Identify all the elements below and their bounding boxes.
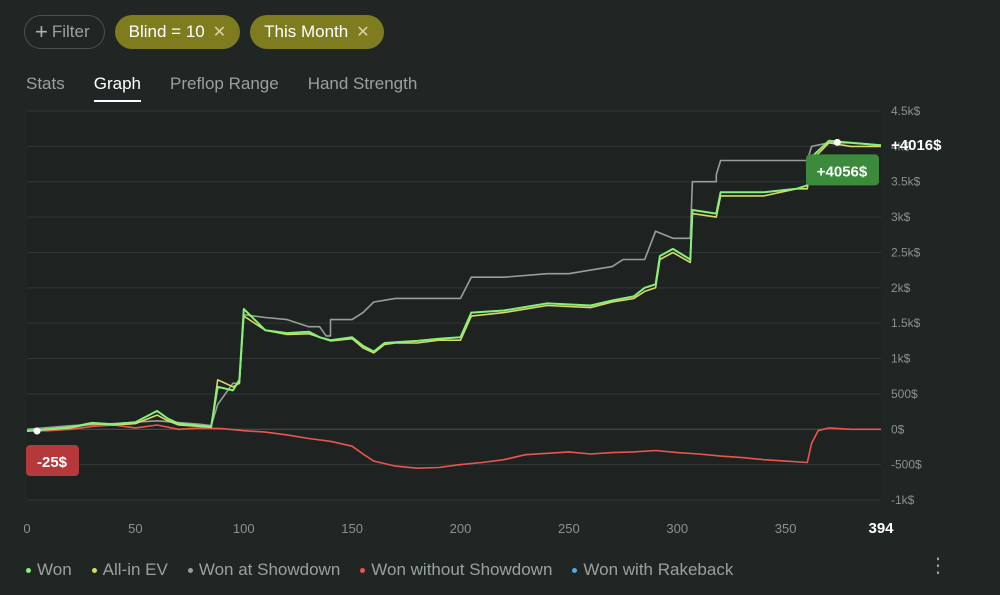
legend-label: Won with Rakeback xyxy=(583,560,734,579)
y-tick-label: 2.5k$ xyxy=(891,245,921,259)
legend-item-won-without-showdown[interactable]: Won without Showdown xyxy=(360,560,552,580)
legend-dot xyxy=(187,567,193,573)
y-tick-label: 4k$ xyxy=(891,139,911,153)
x-tick-label: 150 xyxy=(341,521,363,536)
y-tick-label: -1k$ xyxy=(891,493,915,507)
legend-item-allin-ev[interactable]: All-in EV xyxy=(91,560,168,580)
add-filter-button[interactable]: + Filter xyxy=(24,15,105,49)
filter-chip-period[interactable]: This Month ✕ xyxy=(250,15,384,49)
profit-graph[interactable]: 4.5k$ 4k$ 3.5k$ 3k$ 2.5k$ 2k$ 1.5k$ 1k$ 500$ 0$ -5… xyxy=(0,100,1000,545)
legend-item-won-at-showdown[interactable]: Won at Showdown xyxy=(187,560,341,580)
plot-area xyxy=(27,111,881,500)
x-tick-label: 0 xyxy=(23,521,30,536)
tab-bar: Stats Graph Preflop Range Hand Strength xyxy=(26,74,417,102)
x-tick-label: 300 xyxy=(666,521,688,536)
filter-chip-label: This Month xyxy=(264,22,349,41)
max-value-label: +4056$ xyxy=(817,163,868,180)
y-tick-label: 2k$ xyxy=(891,281,911,295)
legend-dot xyxy=(360,567,366,573)
legend-label: Won without Showdown xyxy=(371,560,553,579)
y-tick-label: 3.5k$ xyxy=(891,175,921,189)
legend-label: Won xyxy=(37,560,72,579)
legend-item-won-with-rakeback[interactable]: Won with Rakeback xyxy=(572,560,733,580)
tab-preflop-range[interactable]: Preflop Range xyxy=(170,74,279,93)
close-icon[interactable]: ✕ xyxy=(356,24,370,41)
legend-item-won[interactable]: Won xyxy=(26,560,72,580)
series-line-won xyxy=(26,139,882,432)
tab-hand-strength[interactable]: Hand Strength xyxy=(307,74,418,93)
legend-dot xyxy=(572,567,578,573)
legend-dot xyxy=(91,567,97,573)
plus-icon: + xyxy=(35,19,48,44)
chart-legend: Won All-in EV Won at Showdown Won withou… xyxy=(26,560,733,580)
y-tick-label: 4.5k$ xyxy=(891,104,921,118)
legend-label: All-in EV xyxy=(102,560,168,579)
y-tick-label: 3k$ xyxy=(891,210,911,224)
y-tick-label: 1.5k$ xyxy=(891,316,921,330)
max-point-marker xyxy=(833,138,841,146)
y-tick-label: 0$ xyxy=(891,422,905,436)
x-tick-label: 50 xyxy=(128,521,142,536)
y-tick-label: -500$ xyxy=(891,458,922,472)
add-filter-label: Filter xyxy=(51,22,90,41)
end-value-label: +4016$ xyxy=(891,137,942,154)
series-line-won-without-showdown xyxy=(26,424,881,469)
x-end-label: 394 xyxy=(868,520,894,537)
max-value-badge xyxy=(806,154,879,186)
y-tick-label: 500$ xyxy=(891,387,918,401)
start-value-label: -25$ xyxy=(37,454,68,471)
x-tick-label: 100 xyxy=(233,521,255,536)
start-value-badge xyxy=(26,445,79,477)
start-point-marker xyxy=(33,427,41,435)
filter-bar: + Filter Blind = 10 ✕ This Month ✕ xyxy=(24,15,384,49)
more-vertical-icon[interactable]: ⋮ xyxy=(928,555,948,577)
tab-stats[interactable]: Stats xyxy=(26,74,65,93)
x-tick-label: 250 xyxy=(558,521,580,536)
legend-label: Won at Showdown xyxy=(198,560,341,579)
tab-graph[interactable]: Graph xyxy=(93,74,141,102)
legend-dot xyxy=(26,567,31,573)
close-icon[interactable]: ✕ xyxy=(212,24,227,41)
filter-chip-label: Blind = 10 xyxy=(128,22,205,41)
x-tick-label: 350 xyxy=(775,521,797,536)
filter-chip-blind[interactable]: Blind = 10 ✕ xyxy=(114,15,241,49)
x-tick-label: 200 xyxy=(450,521,472,536)
y-tick-label: 1k$ xyxy=(891,352,911,366)
series-line-won-at-showdown xyxy=(26,142,882,431)
